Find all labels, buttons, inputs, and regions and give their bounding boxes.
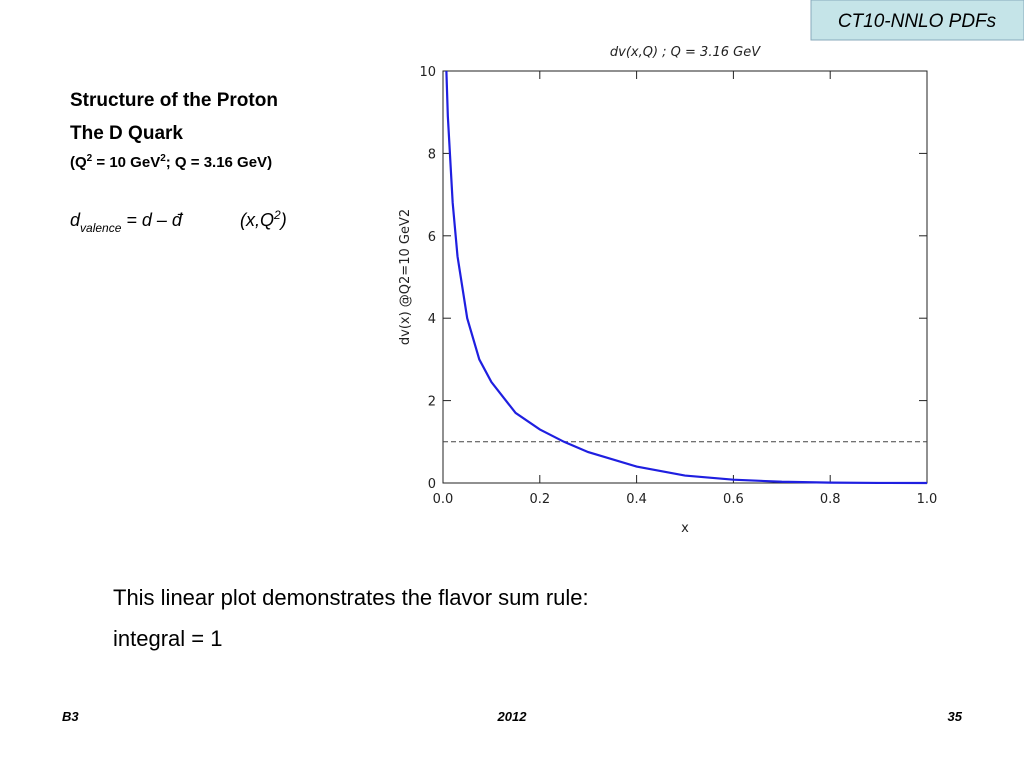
text: = d – đ (121, 210, 184, 230)
header-box (810, 0, 1024, 41)
intro-conditions: (Q2 = 10 GeV2; Q = 3.16 GeV) (70, 153, 272, 171)
formula: dvalence = d – đ (x,Q2) (70, 208, 287, 235)
x-tick-label: 0.0 (433, 492, 454, 507)
superscript: 2 (273, 208, 281, 222)
footer-center: 2012 (497, 709, 528, 724)
text: (x,Q (240, 210, 274, 230)
intro-subtitle: The D Quark (70, 123, 183, 144)
body-line: This linear plot demonstrates the flavor… (113, 585, 589, 610)
x-tick-label: 0.2 (529, 492, 550, 507)
y-tick-label: 2 (428, 395, 436, 410)
superscript: 2 (87, 153, 93, 164)
chart-title: dv(x,Q) ; Q = 3.16 GeV (610, 45, 761, 60)
y-tick-label: 0 (428, 477, 436, 492)
footer-left: B3 (62, 709, 79, 724)
x-tick-label: 1.0 (917, 492, 938, 507)
subscript: valence (80, 221, 122, 235)
body-line: integral = 1 (113, 626, 222, 651)
text: (Q (70, 154, 87, 171)
superscript: 2 (160, 153, 166, 164)
text: = 10 GeV (92, 154, 160, 171)
chart: dv(x,Q) ; Q = 3.16 GeV x dv(x) @Q2=10 Ge… (398, 45, 937, 536)
text: ; Q = 3.16 GeV) (166, 154, 272, 171)
y-axis-label: dv(x) @Q2=10 GeV2 (398, 209, 413, 345)
y-tick-label: 8 (428, 147, 436, 162)
footer-right: 35 (948, 709, 963, 724)
x-tick-label: 0.8 (820, 492, 841, 507)
y-tick-label: 6 (428, 230, 436, 245)
intro-title: Structure of the Proton (70, 90, 278, 111)
x-tick-label: 0.4 (626, 492, 647, 507)
text: d (70, 210, 81, 230)
y-tick-label: 4 (428, 312, 436, 327)
data-line (445, 70, 928, 485)
header-tag: CT10-NNLO PDFs (838, 11, 997, 32)
x-tick-label: 0.6 (723, 492, 744, 507)
y-tick-label: 10 (419, 65, 436, 80)
plot-frame (442, 70, 928, 484)
text: ) (279, 210, 287, 230)
x-axis-label: x (681, 521, 689, 536)
